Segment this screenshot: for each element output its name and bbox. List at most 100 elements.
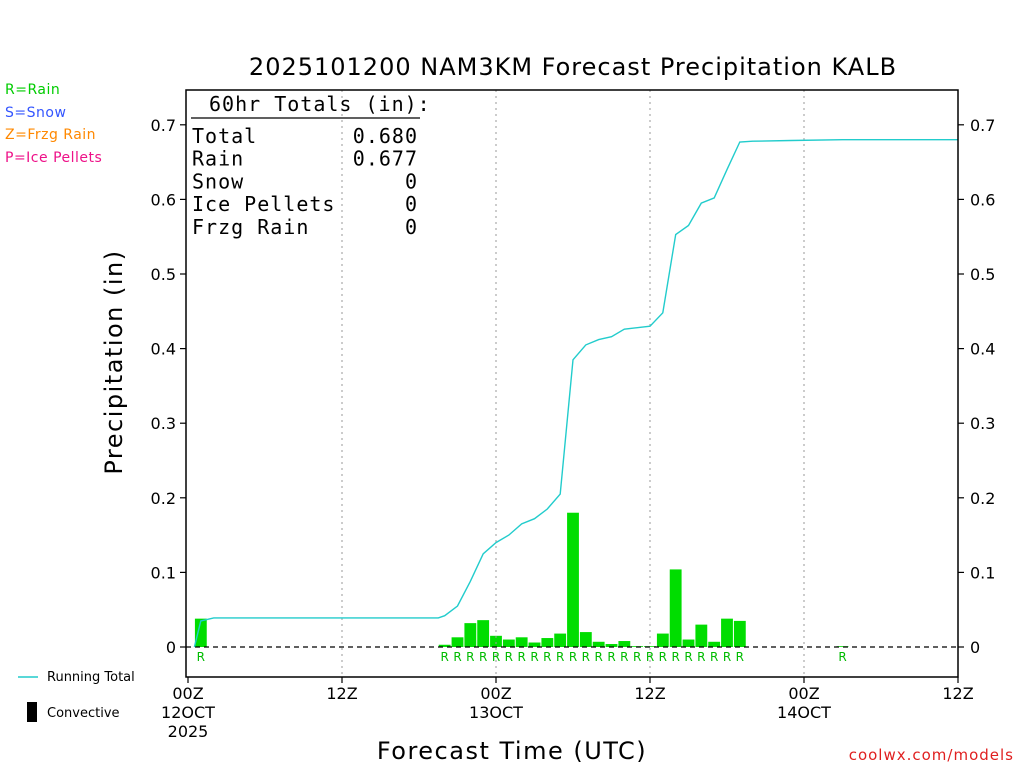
totals-row-label: Ice Pellets <box>192 192 335 216</box>
x-tick-label: 00Z <box>788 684 819 703</box>
y-tick-label-right: 0.2 <box>970 489 995 508</box>
precip-bar <box>541 638 554 647</box>
y-tick-label-left: 0.1 <box>151 563 176 582</box>
precip-bar <box>528 642 541 647</box>
chart-ticks: 0 00.1 0.10.2 0.20.3 0.30.4 0.40.5 0.50.6 0.60.… <box>151 116 996 741</box>
precip-type-marker: R <box>646 650 654 664</box>
y-tick-label-left: 0 <box>166 638 176 657</box>
totals-row-label: Total <box>192 124 257 148</box>
x-tick-label: 13OCT <box>469 703 523 722</box>
y-tick-label-right: 0.7 <box>970 116 995 135</box>
precip-bar <box>695 624 708 647</box>
y-tick-label-left: 0.5 <box>151 265 176 284</box>
precip-bar <box>194 618 207 647</box>
chart-grid <box>186 90 958 677</box>
y-tick-label-left: 0.4 <box>151 340 176 359</box>
precip-bar <box>451 637 464 647</box>
x-tick-label: 12OCT <box>161 703 215 722</box>
chart-axes <box>185 89 959 678</box>
x-tick-label: 12Z <box>326 684 357 703</box>
precip-bar <box>502 639 515 647</box>
y-tick-label-right: 0.6 <box>970 190 995 209</box>
credit-link[interactable]: coolwx.com/models <box>848 746 1014 764</box>
x-tick-label: 00Z <box>480 684 511 703</box>
totals-header: 60hr Totals (in): <box>209 92 431 116</box>
y-tick-label-right: 0.4 <box>970 340 995 359</box>
precip-type-marker: R <box>453 650 461 664</box>
precip-type-marker: R <box>530 650 538 664</box>
precip-bar <box>477 620 490 647</box>
y-tick-label-left: 0.3 <box>151 414 176 433</box>
convective-legend-label: Convective <box>47 706 120 721</box>
precip-bar <box>733 620 746 647</box>
precip-type-marker: R <box>197 650 205 664</box>
y-tick-label-right: 0 <box>970 638 980 657</box>
precip-bar <box>438 644 451 647</box>
precip-type-marker: R <box>684 650 692 664</box>
running-total-line-group <box>193 138 958 648</box>
precip-type-marker: R <box>620 650 628 664</box>
totals-row-value: 0 <box>405 169 418 193</box>
precip-type-marker: R <box>607 650 615 664</box>
y-tick-label-left: 0.2 <box>151 489 176 508</box>
y-tick-label-right: 0.3 <box>970 414 995 433</box>
precip-bar <box>618 641 631 647</box>
y-tick-label-left: 0.6 <box>151 190 176 209</box>
precip-type-marker: R <box>582 650 590 664</box>
precip-bar <box>579 632 592 647</box>
totals-box: 60hr Totals (in): Total 0.680 Rain 0.677 Sno… <box>191 92 431 239</box>
precip-bar <box>490 635 502 647</box>
precip-bar <box>554 633 567 647</box>
precip-type-marker: R <box>505 650 513 664</box>
precip-bar <box>515 637 528 647</box>
precip-type-marker: R <box>492 650 500 664</box>
x-tick-label: 14OCT <box>777 703 831 722</box>
precip-bar <box>708 641 721 647</box>
legend-graphics <box>18 676 38 722</box>
precip-type-marker: R <box>569 650 577 664</box>
hourly-precip-bars <box>194 512 849 647</box>
precip-type-marker: R <box>671 650 679 664</box>
precip-bar <box>656 633 669 647</box>
x-axis-label: Forecast Time (UTC) <box>377 737 647 765</box>
precip-type-marker: R <box>517 650 525 664</box>
precip-type-marker: R <box>736 650 744 664</box>
precip-bar <box>592 641 605 647</box>
precip-bar <box>682 639 695 647</box>
precip-type-marker: R <box>723 650 731 664</box>
precip-type-legend-item: P=Ice Pellets <box>5 149 103 166</box>
totals-row-value: 0.680 <box>353 124 418 148</box>
y-tick-label-right: 0.5 <box>970 265 995 284</box>
running-total-line <box>193 138 958 648</box>
chart-title: 2025101200 NAM3KM Forecast Precipitation… <box>249 53 897 81</box>
precip-type-marker: R <box>633 650 641 664</box>
precip-bar <box>464 623 477 647</box>
totals-row-label: Rain <box>192 147 244 171</box>
precip-bar <box>605 644 618 647</box>
x-tick-label: 12Z <box>942 684 973 703</box>
precip-type-marker: R <box>466 650 474 664</box>
precip-type-marker: R <box>556 650 564 664</box>
plot-frame <box>185 89 959 678</box>
x-tick-label: 00Z <box>172 684 203 703</box>
totals-row-value: 0.677 <box>353 147 418 171</box>
precip-type-legend-item: Z=Frzg Rain <box>5 127 97 143</box>
y-tick-label-left: 0.7 <box>151 116 176 135</box>
y-tick-label-right: 0.1 <box>970 563 995 582</box>
precip-type-marker: R <box>838 650 846 664</box>
precip-bar <box>836 646 849 647</box>
precip-type-marker: R <box>594 650 602 664</box>
precip-type-legend-item: R=Rain <box>5 82 61 98</box>
precip-type-marker: R <box>659 650 667 664</box>
precip-type-marker: R <box>710 650 718 664</box>
totals-row-value: 0 <box>405 215 418 239</box>
totals-row-value: 0 <box>405 192 418 216</box>
precip-bar <box>721 618 733 647</box>
y-axis-label: Precipitation (in) <box>100 249 128 474</box>
precip-type-legend-item: S=Snow <box>5 104 67 121</box>
x-tick-label: 2025 <box>168 722 209 741</box>
running-total-legend-label: Running Total <box>47 670 135 685</box>
precip-bar <box>567 512 579 647</box>
